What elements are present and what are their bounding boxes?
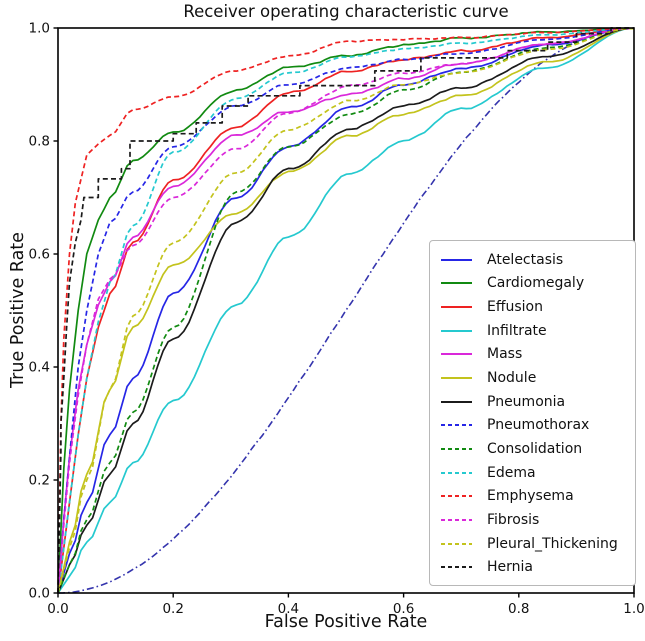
- legend-line-sample-icon: [441, 329, 472, 332]
- chart-title: Receiver operating characteristic curve: [183, 2, 509, 21]
- x-tick-label: 1.0: [623, 601, 644, 617]
- legend-item-atelectasis: Atelectasis: [430, 248, 635, 271]
- legend-label: Fibrosis: [487, 512, 540, 529]
- legend-item-consolidation: Consolidation: [430, 438, 635, 461]
- x-tick-label: 0.0: [47, 601, 68, 617]
- legend-item-effusion: Effusion: [430, 295, 635, 318]
- legend-label: Atelectasis: [487, 251, 564, 268]
- roc-curve-edema: [57, 27, 634, 594]
- legend-line-sample-icon: [441, 542, 472, 545]
- y-tick-label: 0.2: [29, 473, 50, 489]
- legend-label: Pneumonia: [487, 393, 566, 410]
- legend-line-sample-icon: [441, 448, 472, 450]
- legend-label: Cardiomegaly: [487, 275, 585, 292]
- y-tick-label: 0.0: [29, 586, 50, 602]
- legend-item-pleural_thickening: Pleural_Thickening: [430, 532, 635, 555]
- y-tick-label: 0.4: [29, 360, 50, 376]
- legend-label: Pneumothorax: [487, 417, 590, 434]
- roc-curve-infiltrate: [57, 27, 634, 594]
- x-tick-label: 0.2: [162, 601, 183, 617]
- x-tick-label: 0.6: [393, 601, 414, 617]
- legend-label: Emphysema: [487, 488, 574, 505]
- roc-curve-nodule: [57, 27, 634, 594]
- legend-label: Hernia: [487, 559, 533, 576]
- legend-label: Effusion: [487, 298, 543, 315]
- legend-item-mass: Mass: [430, 343, 635, 366]
- legend-label: Nodule: [487, 369, 537, 386]
- x-tick-label: 0.8: [508, 601, 529, 617]
- legend-line-sample-icon: [441, 376, 472, 379]
- roc-curve-pneumothorax: [57, 27, 634, 594]
- legend-item-pneumothorax: Pneumothorax: [430, 414, 635, 437]
- roc-curve-hernia: [57, 27, 634, 594]
- legend-item-cardiomegaly: Cardiomegaly: [430, 272, 635, 295]
- legend-line-sample-icon: [441, 258, 472, 261]
- legend-label: Edema: [487, 464, 536, 481]
- legend-label: Mass: [487, 346, 523, 363]
- y-tick-label: 1.0: [29, 21, 50, 37]
- legend-line-sample-icon: [441, 519, 472, 522]
- y-tick-label: 0.6: [29, 247, 50, 263]
- legend-item-fibrosis: Fibrosis: [430, 509, 635, 532]
- legend-item-hernia: Hernia: [430, 556, 635, 579]
- legend-box: Atelectasis Cardiomegaly Effusion Infiltrat…: [429, 240, 636, 586]
- roc-curve-emphysema: [57, 27, 634, 594]
- legend-label: Consolidation: [487, 441, 583, 457]
- roc-curve-pneumonia: [57, 27, 634, 594]
- legend-item-pneumonia: Pneumonia: [430, 390, 635, 413]
- x-axis-label: False Positive Rate: [264, 612, 428, 632]
- legend-item-edema: Edema: [430, 461, 635, 484]
- legend-line-sample-icon: [441, 282, 472, 285]
- legend-label: Pleural_Thickening: [487, 535, 618, 552]
- legend-line-sample-icon: [441, 400, 472, 403]
- legend-line-sample-icon: [441, 566, 472, 569]
- legend-item-emphysema: Emphysema: [430, 485, 635, 508]
- legend-line-sample-icon: [441, 495, 472, 498]
- legend-line-sample-icon: [441, 305, 472, 308]
- legend-item-infiltrate: Infiltrate: [430, 319, 635, 342]
- y-tick-label: 0.8: [29, 134, 50, 150]
- roc-curve-consolidation: [57, 27, 634, 594]
- legend-line-sample-icon: [441, 471, 472, 474]
- legend-line-sample-icon: [441, 424, 472, 427]
- chance-diagonal-line: [57, 27, 634, 594]
- legend-label: Infiltrate: [487, 322, 547, 339]
- x-tick-label: 0.4: [278, 601, 299, 617]
- legend-line-sample-icon: [441, 353, 472, 356]
- legend-item-nodule: Nodule: [430, 366, 635, 389]
